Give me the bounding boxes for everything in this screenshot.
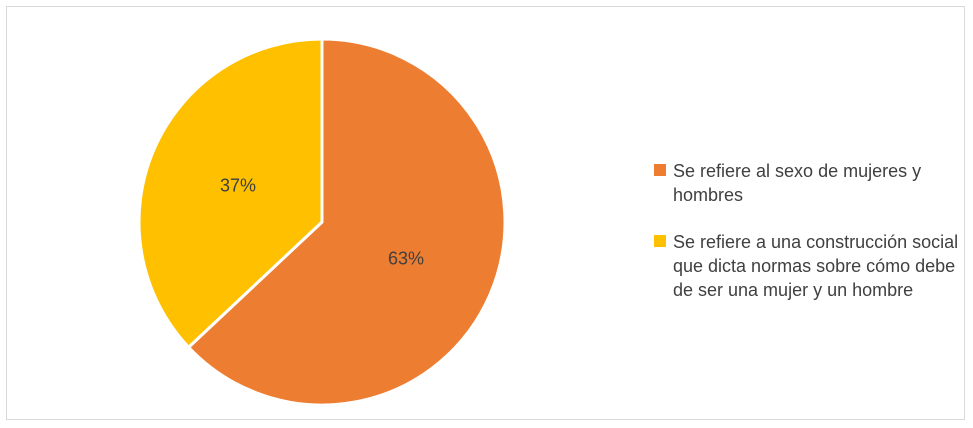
- legend-swatch-construccion-social: [654, 235, 666, 247]
- pie-data-labels: 63% 37%: [220, 176, 424, 269]
- pie-slice-construccion-social: [137, 37, 324, 349]
- legend-label-sexo: Se refiere al sexo de mujeres y hombres: [673, 161, 922, 205]
- chart-area: 63% 37% Se refiere al sexo de mujeres y h…: [6, 6, 965, 420]
- legend: Se refiere al sexo de mujeres y hombres …: [654, 159, 970, 302]
- legend-item-sexo: Se refiere al sexo de mujeres y hombres: [654, 159, 970, 207]
- pie-slice-sexo: [187, 37, 507, 407]
- pie-slices: [137, 37, 507, 407]
- legend-label-construccion-social: Se refiere a una construcción social que…: [673, 232, 959, 300]
- pie-chart: 63% 37%: [137, 37, 507, 407]
- data-label-sexo: 63%: [388, 248, 424, 268]
- data-label-construccion-social: 37%: [220, 176, 256, 196]
- legend-swatch-sexo: [654, 164, 666, 176]
- legend-item-construccion-social: Se refiere a una construcción social que…: [654, 230, 970, 302]
